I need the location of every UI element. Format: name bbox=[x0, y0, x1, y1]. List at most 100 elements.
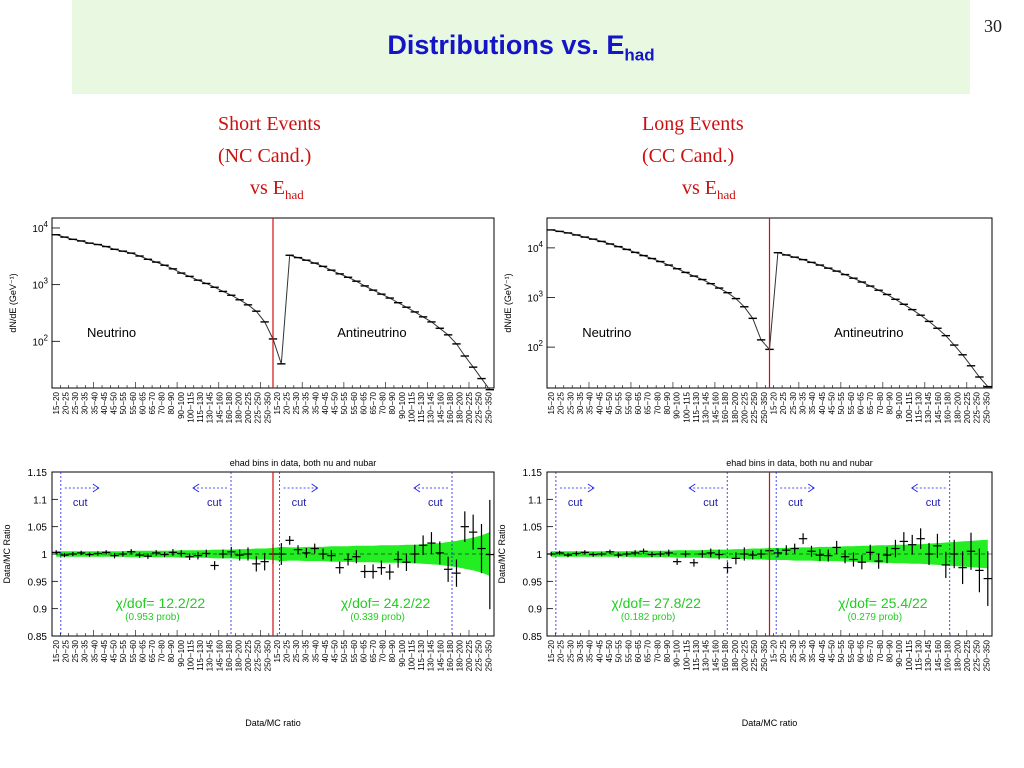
x-tick-label: 80−90 bbox=[388, 639, 397, 662]
x-tick-label: 115−130 bbox=[417, 639, 426, 670]
x-tick-label: 250−350 bbox=[263, 639, 272, 671]
x-tick-label: 80−90 bbox=[886, 639, 895, 662]
x-tick-label: 50−55 bbox=[340, 639, 349, 662]
x-tick-label: 15−20 bbox=[52, 391, 61, 414]
data-point bbox=[857, 555, 867, 570]
x-tick-label: 35−40 bbox=[311, 391, 320, 414]
arrow-head bbox=[807, 483, 815, 493]
x-tick-label: 60−65 bbox=[138, 639, 147, 662]
data-point bbox=[377, 560, 386, 575]
y-tick-base: 10 bbox=[32, 337, 44, 348]
x-tick-label: 70−80 bbox=[653, 639, 662, 662]
data-point bbox=[335, 561, 344, 574]
data-point bbox=[60, 552, 69, 558]
data-point bbox=[597, 551, 606, 557]
x-tick-label: 30−35 bbox=[302, 391, 311, 414]
x-tick-label: 65−70 bbox=[369, 391, 378, 414]
data-point bbox=[118, 551, 128, 557]
x-tick-label: 25−30 bbox=[789, 639, 798, 662]
x-tick-label: 40−45 bbox=[100, 391, 109, 414]
x-tick-label: 55−60 bbox=[847, 391, 856, 414]
caption-text: vs E bbox=[250, 177, 285, 199]
data-point bbox=[916, 528, 925, 550]
data-point bbox=[941, 551, 951, 579]
data-point bbox=[127, 549, 136, 555]
data-point bbox=[202, 549, 211, 558]
data-point bbox=[740, 547, 749, 561]
data-point bbox=[368, 564, 378, 579]
data-point bbox=[614, 552, 623, 558]
x-tick-label: 45−50 bbox=[827, 639, 836, 662]
x-tick-label: 180−200 bbox=[455, 639, 464, 671]
x-tick-label: 25−30 bbox=[566, 639, 575, 662]
y-tick-base: 10 bbox=[527, 343, 539, 354]
x-tick-label: 160−180 bbox=[721, 639, 730, 671]
x-tick-label: 70−80 bbox=[379, 391, 388, 414]
cut-arrow-left bbox=[688, 483, 724, 493]
x-tick-label: 50−55 bbox=[615, 391, 624, 414]
y-tick-label: 1.1 bbox=[528, 495, 542, 506]
data-point bbox=[418, 535, 428, 556]
x-tick-label: 15−20 bbox=[769, 391, 778, 414]
y-axis-label: dN/dE (GeV⁻¹) bbox=[503, 273, 513, 332]
x-tick-label: 45−50 bbox=[110, 391, 119, 414]
x-tick-label: 225−250 bbox=[254, 639, 263, 671]
data-point bbox=[410, 544, 419, 564]
data-point bbox=[807, 545, 816, 557]
y-tick-exponent: 2 bbox=[539, 339, 544, 348]
data-point bbox=[840, 550, 850, 564]
data-point bbox=[177, 550, 186, 557]
caption-short: Short Events (NC Cand.) vs Ehad bbox=[218, 108, 321, 211]
x-tick-label: 90−100 bbox=[895, 639, 904, 666]
x-tick-label: 55−60 bbox=[350, 391, 359, 414]
data-point bbox=[393, 551, 403, 568]
y-tick-label: 1 bbox=[536, 550, 542, 561]
x-tick-label: 25−30 bbox=[789, 391, 798, 414]
x-tick-label: 180−200 bbox=[731, 639, 740, 671]
y-tick-exponent: 3 bbox=[44, 277, 49, 286]
data-point bbox=[193, 551, 203, 560]
x-tick-label: 100−115 bbox=[905, 391, 914, 422]
data-point bbox=[748, 550, 757, 560]
x-tick-label: 250−350 bbox=[484, 391, 493, 423]
y-tick-label: 1.05 bbox=[28, 523, 48, 534]
x-tick-label: 40−45 bbox=[818, 391, 827, 414]
caption-line: vs Ehad bbox=[218, 172, 321, 211]
x-tick-label: 130−145 bbox=[427, 639, 436, 671]
x-tick-label: 15−20 bbox=[769, 639, 778, 662]
x-tick-label: 90−100 bbox=[673, 639, 682, 666]
data-point bbox=[168, 549, 178, 556]
data-point bbox=[866, 544, 875, 561]
x-tick-label: 225−250 bbox=[475, 391, 484, 423]
x-tick-label: 100−115 bbox=[682, 639, 691, 670]
x-tick-label: 20−25 bbox=[557, 391, 566, 414]
data-point bbox=[243, 547, 253, 561]
data-point bbox=[630, 550, 640, 556]
data-point bbox=[933, 533, 942, 558]
x-tick-label: 60−65 bbox=[634, 391, 643, 414]
x-axis-label: Data/MC ratio bbox=[742, 718, 798, 728]
x-tick-label: 70−80 bbox=[876, 639, 885, 662]
x-tick-label: 250−350 bbox=[982, 391, 991, 423]
x-tick-label: 100−115 bbox=[407, 391, 416, 422]
y-tick-label: 0.95 bbox=[523, 577, 543, 588]
y-axis-label: Data/MC Ratio bbox=[497, 524, 507, 583]
x-tick-label: 55−60 bbox=[129, 391, 138, 414]
x-tick-label: 180−200 bbox=[953, 391, 962, 423]
x-tick-label: 50−55 bbox=[119, 391, 128, 414]
data-point bbox=[622, 551, 631, 557]
x-tick-label: 180−200 bbox=[234, 391, 243, 423]
y-tick-label: 1 bbox=[41, 550, 47, 561]
x-tick-label: 45−50 bbox=[605, 391, 614, 414]
data-point bbox=[385, 564, 394, 580]
cut-arrow-left bbox=[911, 483, 946, 493]
x-tick-label: 225−250 bbox=[973, 391, 982, 423]
data-point bbox=[908, 534, 917, 555]
data-point bbox=[714, 549, 724, 560]
data-point bbox=[210, 561, 219, 570]
x-tick-label: 55−60 bbox=[624, 639, 633, 662]
data-point bbox=[950, 539, 959, 569]
x-tick-label: 70−80 bbox=[158, 391, 167, 414]
x-tick-label: 130−145 bbox=[427, 391, 436, 423]
data-point bbox=[402, 553, 411, 571]
